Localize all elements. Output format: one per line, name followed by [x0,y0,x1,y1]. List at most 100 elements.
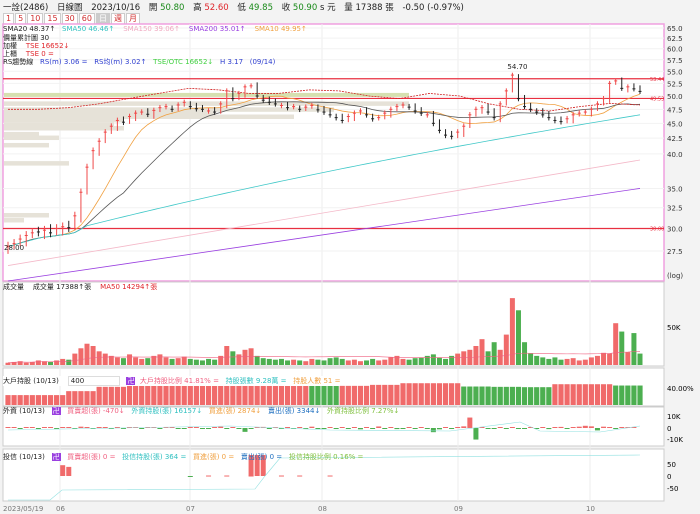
major-holder-bar [266,383,272,405]
volume-panel-label: 成交量 [3,283,24,291]
major-holder-bar [72,391,78,405]
foreign-bar [48,427,54,428]
foreign-bar [534,428,540,429]
volume-bar [400,358,406,365]
foreign-bar [582,425,588,428]
volume-profile-bar [4,131,39,137]
price-level-label: 49.53 [650,96,664,102]
quote-header: 一詮(2486) 日線圖 2023/10/16 開 50.80 高 52.60 … [3,1,470,13]
major-holder-bar [90,391,96,405]
foreign-bar [546,428,552,430]
foreign-bar [102,427,108,428]
chart-type[interactable]: 日線圖 [56,3,83,13]
holder-threshold-select[interactable]: 400 [67,376,120,386]
major-holder-count: 持股張數 9.28萬 = [225,377,287,385]
volume-bar [637,353,643,365]
major-holder-bar [552,384,558,405]
major-holder-bar [17,395,23,405]
volume-bar [272,359,278,365]
rs-avg: RS均(m) 3.02↑ [94,58,147,66]
volume-bar [127,354,133,365]
price-tick-label: 60.0 [667,46,683,54]
foreign-bar [199,428,205,429]
foreign-bar [84,427,90,428]
major-holder-bar [181,384,187,405]
volume-bar [455,353,461,365]
volume-bar [163,357,169,365]
volume-label: 量 [344,3,353,13]
foreign-ratio: 外資持股比例 7.27%↓ [327,407,400,415]
trust-bar [297,475,303,477]
major-holder-bar [272,383,278,405]
foreign-bar [351,427,357,428]
volume-bar [151,355,157,365]
volume-bar [370,358,376,365]
price-tick-label: 47.5 [667,106,683,114]
volume-tick-label: 50K [667,324,681,332]
sma50-line [7,114,641,247]
major-holder-bar [205,384,212,405]
volume-legend-value: 成交量 17388↑張 [32,283,92,291]
volume-profile-bar [4,101,409,106]
major-holder-bar [114,386,120,405]
volume-bar [266,358,272,365]
trust-bar [248,475,254,477]
taiex-value: TSE 16652↓ [25,42,70,50]
major-holder-bar [406,383,412,405]
volume-bar [199,360,205,365]
major-holder-bar [315,385,321,405]
volume-bar [175,358,181,365]
volume-bar [613,323,619,365]
major-holder-bar [218,384,224,405]
volume-profile-bar [4,114,294,120]
foreign-bar [570,427,576,428]
volume-bar [102,353,108,365]
foreign-bar [613,428,619,429]
major-holder-bar [321,385,327,405]
major-holder-bar [534,387,540,405]
foreign-bar [206,428,212,429]
major-holder-label: 大戶持股 (10/13) [3,377,59,385]
settings-icon[interactable]: 卍 [51,407,61,415]
settings-icon[interactable]: 卍 [51,453,61,461]
volume-bar [133,357,139,365]
volume-profile-bar [4,122,114,127]
foreign-bar [558,426,564,428]
major-holder-legend: 大戶持股 (10/13) 400 卍 大戶持股比例 41.81% = 持股張數 … [3,376,341,386]
volume-bar [321,360,327,365]
foreign-bar [601,426,607,428]
trust-bar [278,475,284,477]
volume-bar [212,359,218,365]
major-holder-bar [303,383,309,405]
foreign-bar [72,428,78,429]
price-tick-label: 52.5 [667,80,683,88]
trust-ratio: 投信持股比例 0.16% = [288,453,364,461]
major-holder-bar [357,385,364,405]
foreign-bar [412,428,418,429]
foreign-bar [248,428,254,429]
price-tick-label: 62.5 [667,35,683,43]
foreign-bar [607,427,613,428]
close-value: 50.90 [292,3,318,13]
trust-sell: 賣出(張) 0 = [240,453,283,461]
foreign-bar [436,428,442,430]
volume-bar [607,353,613,365]
foreign-bar [430,428,436,433]
x-tick-label: 10 [586,505,595,513]
major-holder-bar [309,385,315,405]
foreign-bar [382,428,388,429]
settings-icon[interactable]: 卍 [126,377,136,385]
foreign-bar [108,428,114,429]
taiex-legend: 加權 TSE 16652↓ [3,41,69,51]
volume-profile-bar [4,110,214,115]
volume-bar [351,359,357,365]
volume-bar [236,354,242,365]
major-holder-bar [145,385,151,405]
major-holder-bar [60,395,66,405]
volume-bar [96,351,102,365]
foreign-bar [303,428,309,429]
major-holder-bar [212,384,218,405]
trust-hold-line [8,454,641,501]
foreign-bar [139,428,145,429]
